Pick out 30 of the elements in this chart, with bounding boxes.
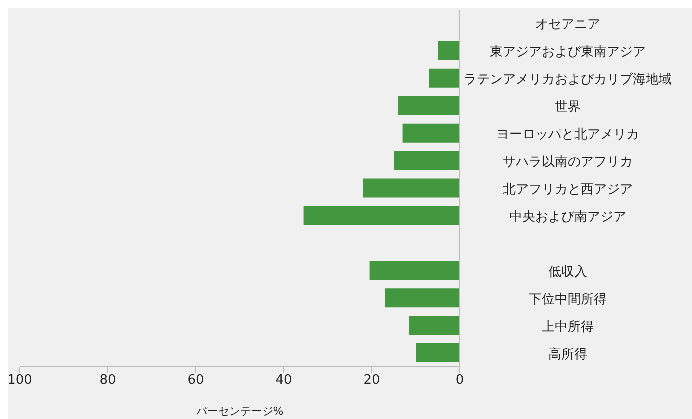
y-tick-label: 北アフリカと西アジア [503, 182, 633, 198]
bar [416, 344, 460, 363]
bar [429, 68, 460, 88]
x-tick-label: 100 [8, 373, 32, 388]
x-tick-label: 0 [456, 373, 464, 388]
bar [438, 41, 460, 60]
y-tick-label: 東アジアおよび東南アジア [490, 45, 646, 60]
bar [370, 261, 460, 280]
y-tick-label: ラテンアメリカおよびカリブ海地域 [464, 72, 672, 88]
bar [402, 124, 460, 143]
y-tick-label: 中央および南アジア [510, 210, 626, 225]
y-tick-label: 上中所得 [542, 320, 594, 335]
y-tick-label: 世界 [555, 100, 581, 116]
bar [304, 206, 460, 226]
y-tick-label: ヨーロッパと北アメリカ [496, 128, 640, 143]
x-tick-label: 80 [100, 373, 116, 388]
bar [409, 316, 460, 336]
bar [385, 288, 460, 308]
y-tick-label: 高所得 [548, 346, 588, 362]
y-tick-label: 低収入 [548, 264, 588, 280]
bar [363, 178, 460, 198]
x-tick-label: 40 [276, 373, 292, 388]
bar [394, 151, 460, 170]
x-axis-title: パーセンテージ% [195, 405, 284, 418]
y-tick-label: 下位中間所得 [529, 292, 607, 308]
x-tick-label: 60 [188, 373, 204, 388]
y-tick-label: オセアニア [536, 18, 600, 33]
y-tick-label: サハラ以南のアフリカ [503, 155, 633, 170]
bar [398, 96, 460, 116]
x-tick-label: 20 [364, 373, 380, 388]
